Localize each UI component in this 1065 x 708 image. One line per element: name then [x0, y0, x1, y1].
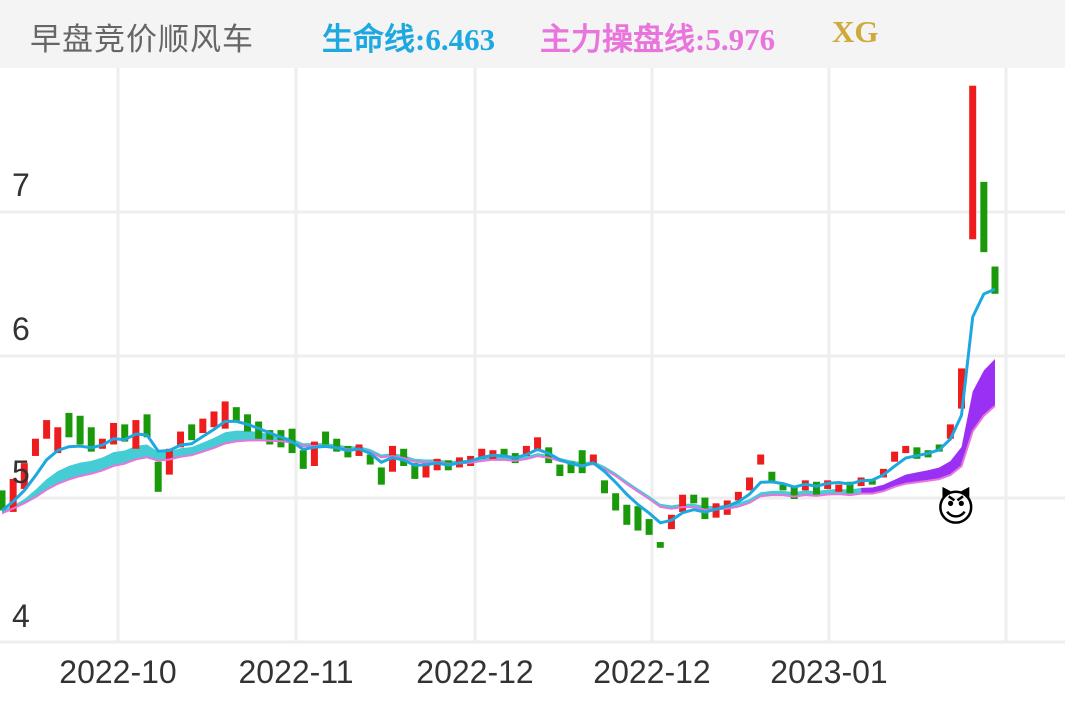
- life-line-value: 生命线:6.463: [322, 22, 496, 57]
- x-tick-2022-10: 2022-10: [59, 654, 177, 690]
- y-tick-4: 4: [12, 598, 30, 634]
- x-tick-2022-12b: 2022-12: [593, 654, 711, 690]
- main-force-band: [2, 358, 995, 514]
- x-tick-2022-11: 2022-11: [238, 654, 354, 690]
- main-line-value: 主力操盘线:5.976: [540, 22, 776, 57]
- indicator-title: 早盘竞价顺风车: [30, 22, 254, 58]
- smiling-devil-icon: 😈: [936, 488, 976, 530]
- indicator-lines: [1, 287, 996, 525]
- x-tick-2023-01: 2023-01: [770, 654, 888, 690]
- xg-label: XG: [832, 14, 879, 49]
- y-tick-6: 6: [12, 311, 30, 347]
- chart-header: 早盘竞价顺风车 生命线:6.463 主力操盘线:5.976 XG: [0, 0, 1065, 68]
- y-tick-7: 7: [12, 167, 30, 203]
- x-tick-2022-12: 2022-12: [416, 654, 534, 690]
- grid-lines: [0, 68, 1065, 644]
- candles: [0, 85, 999, 548]
- y-tick-5: 5: [12, 454, 30, 490]
